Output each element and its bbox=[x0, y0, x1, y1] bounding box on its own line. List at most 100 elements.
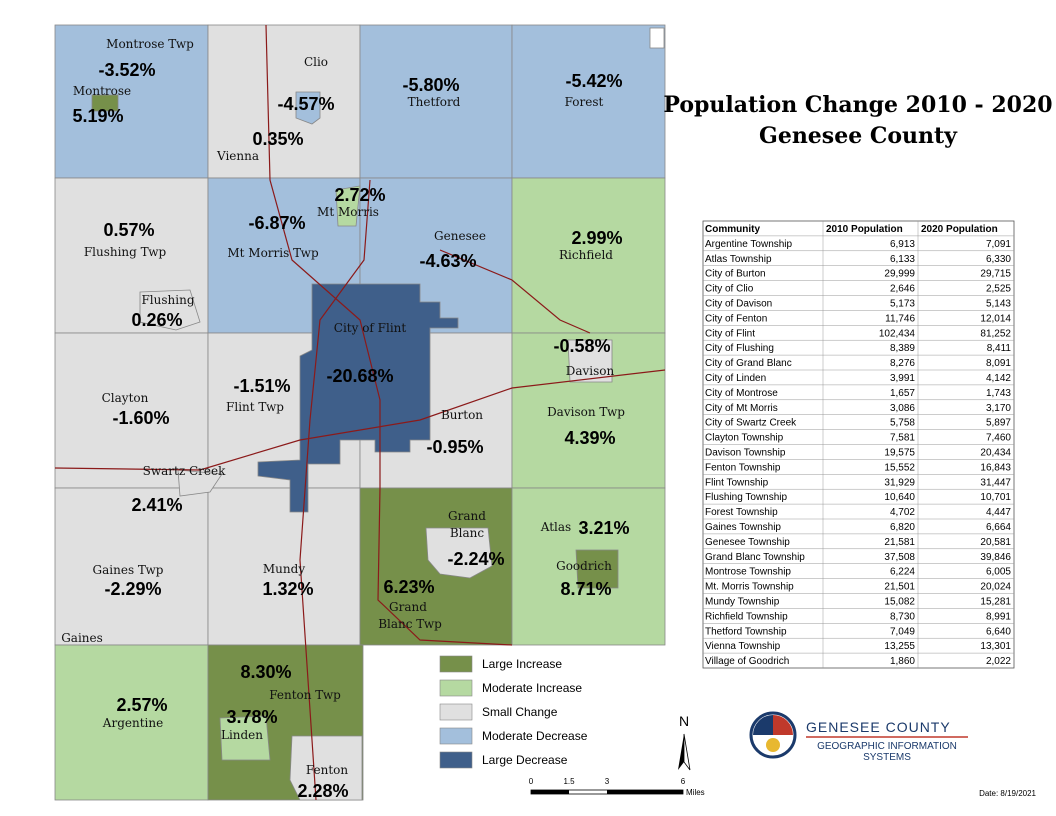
percent-change: 2.57% bbox=[116, 695, 167, 715]
place-name: Mt Morris Twp bbox=[227, 246, 319, 260]
table-cell: 3,086 bbox=[890, 403, 915, 414]
table-cell: 6,330 bbox=[986, 254, 1011, 265]
percent-change: -4.57% bbox=[277, 94, 334, 114]
map-labels: Montrose Twp Clio Thetford Forest Montrose Vi… bbox=[61, 37, 629, 801]
percent-change: -0.58% bbox=[553, 336, 610, 356]
place-name: Argentine bbox=[102, 716, 163, 730]
legend-label: Moderate Decrease bbox=[482, 729, 588, 743]
table-cell: 20,581 bbox=[980, 537, 1011, 548]
table-cell: Clayton Township bbox=[705, 433, 784, 444]
table-cell: City of Swartz Creek bbox=[705, 418, 797, 429]
place-name: Richfield bbox=[559, 248, 613, 262]
legend-label: Moderate Increase bbox=[482, 681, 582, 695]
logo-seal bbox=[766, 738, 780, 752]
region bbox=[54, 24, 209, 179]
place-name: Fenton bbox=[306, 763, 349, 777]
place-name: Davison bbox=[566, 364, 615, 378]
table-cell: 3,991 bbox=[890, 373, 915, 384]
table-cell: 15,082 bbox=[884, 597, 915, 608]
place-name: Grand bbox=[389, 600, 427, 614]
scale-unit: Miles bbox=[686, 788, 705, 797]
table-cell: 1,743 bbox=[986, 388, 1011, 399]
table-cell: 3,170 bbox=[986, 403, 1011, 414]
region bbox=[54, 487, 209, 646]
arrow bbox=[678, 734, 684, 770]
percent-change: 0.57% bbox=[103, 220, 154, 240]
logo-text: SYSTEMS bbox=[863, 752, 911, 763]
region bbox=[54, 644, 209, 801]
legend-swatch bbox=[439, 751, 473, 769]
city bbox=[139, 289, 201, 331]
table-cell: Thetford Township bbox=[705, 626, 787, 637]
place-name: Goodrich bbox=[556, 559, 612, 573]
table-cell: City of Fenton bbox=[705, 313, 767, 324]
scale bbox=[531, 790, 569, 794]
place-name: Genesee bbox=[434, 229, 486, 243]
table-cell: 6,820 bbox=[890, 522, 915, 533]
percent-change: -5.42% bbox=[565, 71, 622, 91]
table-cell: 81,252 bbox=[980, 328, 1011, 339]
table-cell: Montrose Township bbox=[705, 567, 791, 578]
scale-label: 1.5 bbox=[563, 777, 575, 786]
city bbox=[425, 527, 493, 579]
north-label: N bbox=[679, 713, 689, 729]
table-cell: 12,014 bbox=[980, 313, 1011, 324]
logo-seal bbox=[773, 715, 793, 735]
place-name: Clayton bbox=[102, 391, 149, 405]
table-cell: 29,999 bbox=[884, 269, 915, 280]
percent-change: 2.28% bbox=[297, 781, 348, 801]
legend-swatch bbox=[439, 703, 473, 721]
place-name: Flushing bbox=[141, 293, 194, 307]
table-cell: 6,133 bbox=[890, 254, 915, 265]
percent-change: 2.99% bbox=[571, 228, 622, 248]
scale-bar: 0 1.5 3 6 Miles bbox=[529, 777, 705, 797]
legend-label: Small Change bbox=[482, 705, 558, 719]
table-cell: 5,143 bbox=[986, 299, 1011, 310]
table-cell: 102,434 bbox=[879, 328, 916, 339]
place-name: Montrose bbox=[73, 84, 131, 98]
city bbox=[335, 185, 361, 227]
scale-label: 6 bbox=[681, 777, 686, 786]
place-name: Flint Twp bbox=[226, 400, 284, 414]
table-cell: Forest Township bbox=[705, 507, 778, 518]
table-cell: 1,860 bbox=[890, 656, 915, 667]
place-name: City of Flint bbox=[334, 321, 407, 335]
table-cell: 16,843 bbox=[980, 462, 1011, 473]
table-cell: 8,991 bbox=[986, 611, 1011, 622]
map bbox=[54, 24, 666, 801]
percent-change: 6.23% bbox=[383, 577, 434, 597]
legend-label: Large Increase bbox=[482, 657, 562, 671]
percent-change: -1.60% bbox=[112, 408, 169, 428]
place-name: Grand bbox=[448, 509, 486, 523]
table-cell: City of Linden bbox=[705, 373, 766, 384]
table-cell: 8,276 bbox=[890, 358, 915, 369]
place-name: Davison Twp bbox=[547, 405, 625, 419]
place-name: Mundy bbox=[263, 562, 305, 576]
table-cell: 31,929 bbox=[884, 477, 915, 488]
table-cell: 13,255 bbox=[884, 641, 915, 652]
percent-change: 3.78% bbox=[226, 707, 277, 727]
table-cell: 6,224 bbox=[890, 567, 915, 578]
table-cell: 4,447 bbox=[986, 507, 1011, 518]
table-cell: 7,091 bbox=[986, 239, 1011, 250]
logo-seal bbox=[753, 715, 773, 735]
table-cell: 7,581 bbox=[890, 433, 915, 444]
table-cell: 5,897 bbox=[986, 418, 1011, 429]
table-cell: City of Clio bbox=[705, 284, 754, 295]
place-name: Burton bbox=[441, 408, 483, 422]
place-name: Gaines bbox=[61, 631, 103, 645]
region bbox=[649, 27, 665, 49]
table-cell: City of Grand Blanc bbox=[705, 358, 792, 369]
percent-change: 4.39% bbox=[564, 428, 615, 448]
table-cell: Argentine Township bbox=[705, 239, 793, 250]
table-header: 2010 Population bbox=[826, 224, 903, 235]
percent-change: -0.95% bbox=[426, 437, 483, 457]
legend: Large Increase Moderate Increase Small Cha… bbox=[439, 655, 588, 769]
table-header: Community bbox=[705, 224, 760, 235]
table-cell: 1,657 bbox=[890, 388, 915, 399]
region bbox=[511, 24, 666, 179]
place-name: Clio bbox=[304, 55, 328, 69]
table-cell: Flushing Township bbox=[705, 492, 788, 503]
table-cell: 21,501 bbox=[884, 582, 915, 593]
